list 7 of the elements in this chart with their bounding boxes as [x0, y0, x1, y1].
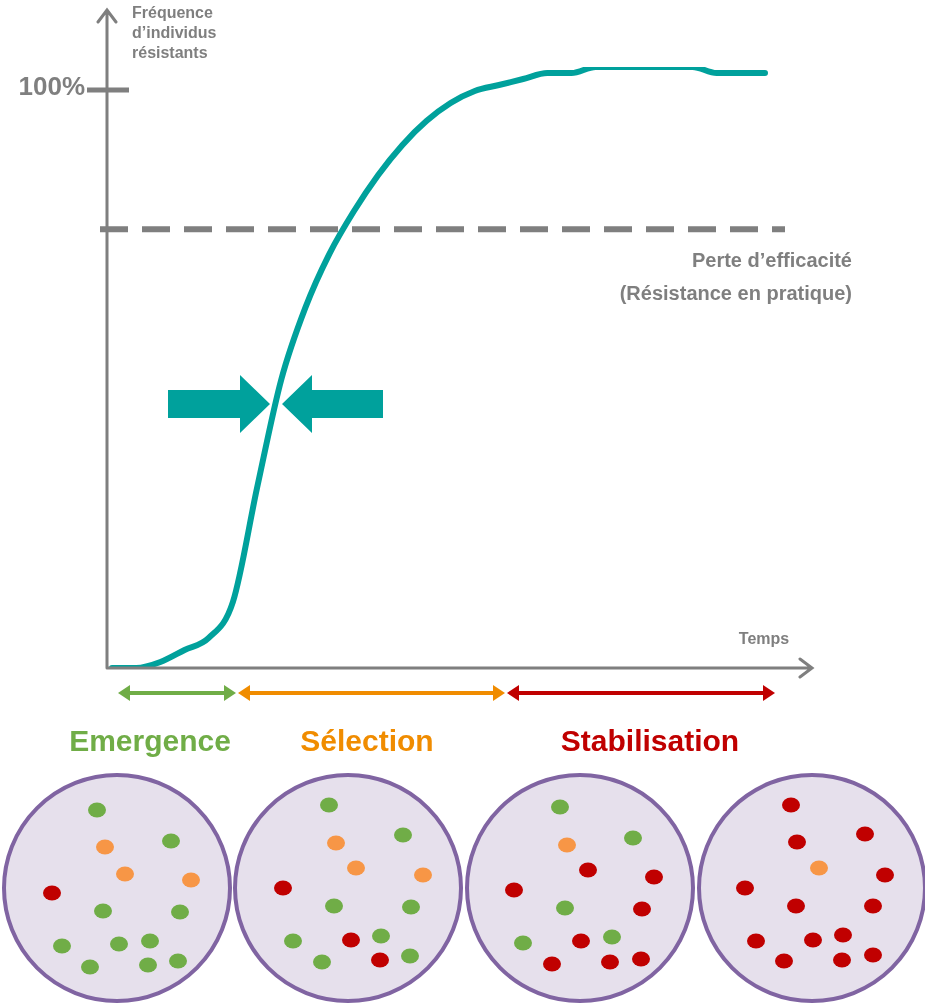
text: Emergence: [69, 724, 231, 758]
text: 100%: [18, 71, 85, 102]
ref-line-label: Perte d’efficacité (Résistance en pratique): [619, 248, 852, 304]
x-axis-title: Temps: [738, 630, 790, 648]
text: Stabilisation: [560, 724, 740, 758]
text: Sélection: [300, 724, 434, 758]
y-axis-title: Fréquence d’individus résistants: [132, 4, 217, 62]
